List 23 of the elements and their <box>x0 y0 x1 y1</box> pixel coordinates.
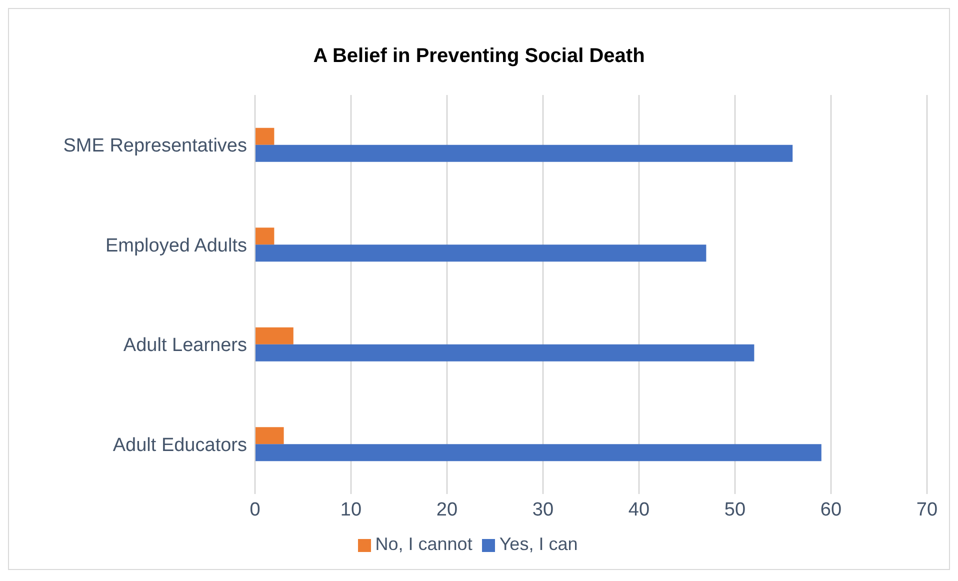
bar <box>255 427 284 444</box>
bar <box>255 327 294 344</box>
x-tick-label: 40 <box>628 499 650 520</box>
x-tick-label: 10 <box>340 499 362 520</box>
bar <box>255 128 274 145</box>
bar <box>255 244 706 262</box>
bar <box>255 228 274 245</box>
y-tick-label: Adult Learners <box>123 335 247 356</box>
x-tick-label: 50 <box>724 499 746 520</box>
x-tick-label: 0 <box>250 499 260 520</box>
bar <box>255 144 793 162</box>
bar <box>255 344 754 362</box>
x-tick-label: 20 <box>436 499 458 520</box>
chart-title: A Belief in Preventing Social Death <box>312 44 646 69</box>
bar <box>255 444 822 462</box>
legend-label: No, I cannot <box>375 534 472 554</box>
y-tick-label: Employed Adults <box>105 235 247 256</box>
x-tick-label: 60 <box>820 499 842 520</box>
y-tick-label: SME Representatives <box>63 136 247 157</box>
x-tick-label: 70 <box>916 499 938 520</box>
x-tick-label: 30 <box>532 499 554 520</box>
legend-label: Yes, I can <box>499 534 578 554</box>
y-tick-label: Adult Educators <box>112 434 247 456</box>
